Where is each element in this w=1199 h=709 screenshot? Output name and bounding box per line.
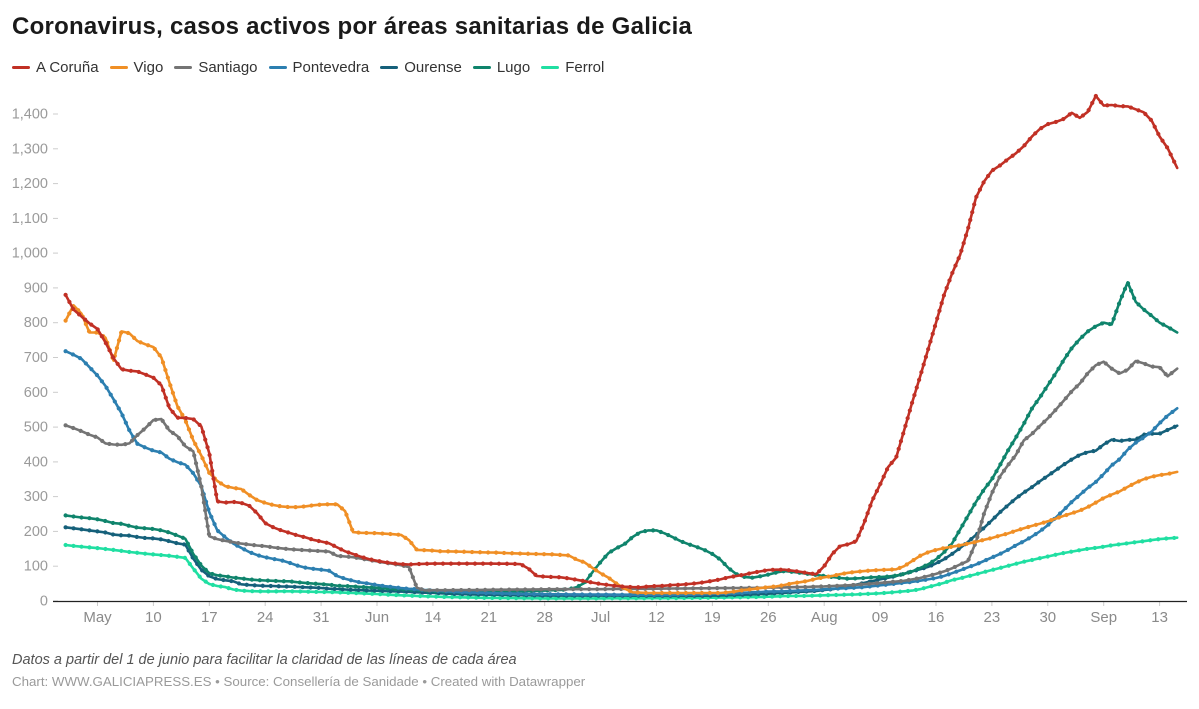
svg-text:23: 23 xyxy=(984,609,1001,626)
svg-text:21: 21 xyxy=(480,609,497,626)
svg-text:26: 26 xyxy=(760,609,777,626)
svg-text:1,400: 1,400 xyxy=(12,107,48,123)
svg-text:13: 13 xyxy=(1151,609,1168,626)
svg-text:1,200: 1,200 xyxy=(12,176,48,192)
svg-text:19: 19 xyxy=(704,609,721,626)
svg-text:200: 200 xyxy=(24,524,48,540)
svg-text:1,300: 1,300 xyxy=(12,141,48,157)
svg-text:900: 900 xyxy=(24,280,48,296)
svg-text:1,100: 1,100 xyxy=(12,211,48,227)
svg-text:1,000: 1,000 xyxy=(12,246,48,262)
svg-text:400: 400 xyxy=(24,454,48,470)
svg-text:600: 600 xyxy=(24,385,48,401)
svg-text:700: 700 xyxy=(24,350,48,366)
svg-text:17: 17 xyxy=(201,609,218,626)
svg-text:Jul: Jul xyxy=(591,609,610,626)
svg-text:Jun: Jun xyxy=(365,609,389,626)
svg-text:28: 28 xyxy=(536,609,553,626)
svg-text:Aug: Aug xyxy=(811,609,838,626)
svg-text:100: 100 xyxy=(24,559,48,575)
svg-text:300: 300 xyxy=(24,489,48,505)
svg-text:09: 09 xyxy=(872,609,889,626)
svg-text:500: 500 xyxy=(24,420,48,436)
svg-text:30: 30 xyxy=(1039,609,1056,626)
svg-text:800: 800 xyxy=(24,315,48,331)
svg-text:24: 24 xyxy=(257,609,274,626)
svg-text:10: 10 xyxy=(145,609,162,626)
svg-text:Sep: Sep xyxy=(1090,609,1117,626)
svg-text:16: 16 xyxy=(928,609,945,626)
svg-text:14: 14 xyxy=(425,609,442,626)
svg-text:31: 31 xyxy=(313,609,330,626)
svg-text:12: 12 xyxy=(648,609,665,626)
svg-text:0: 0 xyxy=(40,594,48,610)
svg-text:May: May xyxy=(83,609,112,626)
